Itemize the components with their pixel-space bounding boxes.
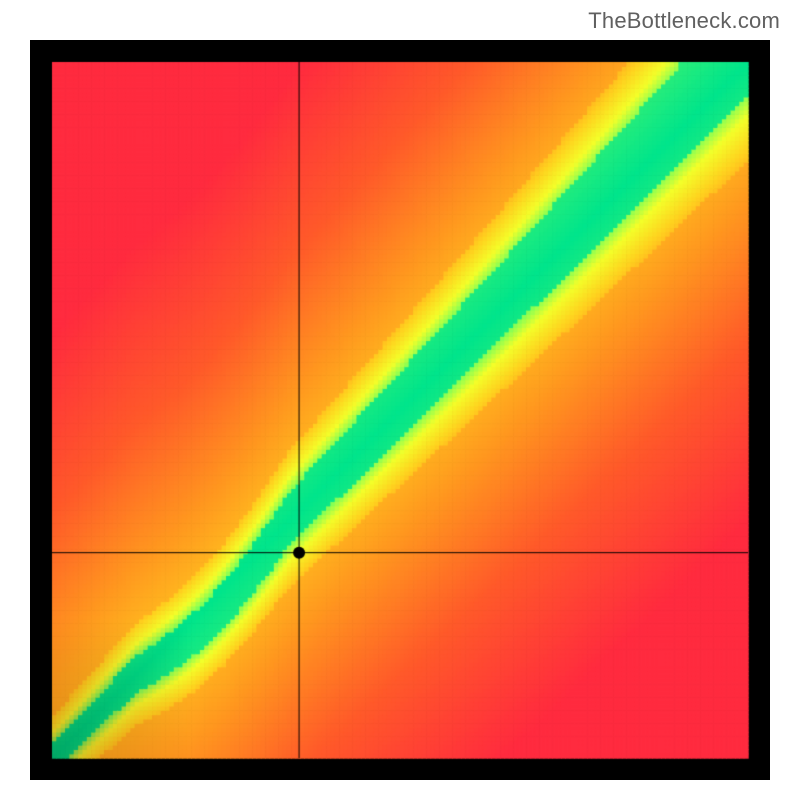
heatmap-canvas <box>30 40 770 780</box>
chart-frame <box>30 40 770 780</box>
chart-container: TheBottleneck.com <box>0 0 800 800</box>
watermark-text: TheBottleneck.com <box>588 8 780 34</box>
